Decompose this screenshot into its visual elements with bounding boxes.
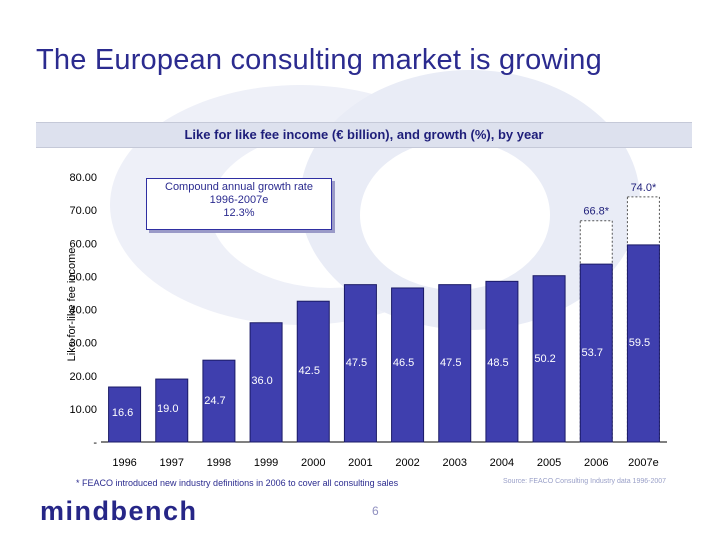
cagr-period: 1996-2007e	[209, 194, 269, 206]
x-tick-label: 1996	[112, 457, 136, 469]
chart-subtitle-bar: Like for like fee income (€ billion), an…	[36, 122, 692, 148]
x-tick-label: 2000	[301, 457, 325, 469]
x-tick-label: 2006	[584, 457, 608, 469]
x-tick-label: 2007e	[628, 457, 659, 469]
bar	[249, 322, 283, 443]
cagr-callout-box: Compound annual growth rate 1996-2007e 1…	[146, 178, 332, 230]
x-tick-label: 2002	[395, 457, 419, 469]
bar-value-label: 47.5	[440, 357, 461, 369]
x-tick-label: 2005	[537, 457, 561, 469]
bar	[485, 280, 519, 443]
bar-value-label: 24.7	[204, 395, 225, 407]
y-tick-label: 30.00	[69, 338, 97, 350]
bar-value-label: 59.5	[629, 337, 650, 349]
page-title: The European consulting market is growin…	[36, 44, 602, 76]
x-tick-label: 2004	[490, 457, 514, 469]
bar-value-label: 36.0	[251, 375, 272, 387]
x-tick-label: 1999	[254, 457, 278, 469]
bar-value-label: 50.2	[534, 353, 555, 365]
y-tick-label: 40.00	[69, 305, 97, 317]
y-tick-label: 10.00	[69, 404, 97, 416]
bar-value-label: 16.6	[112, 407, 133, 419]
bar-value-label: 48.5	[487, 357, 508, 369]
cagr-label: Compound annual growth rate	[165, 181, 313, 193]
page-number: 6	[372, 504, 379, 518]
bar	[438, 284, 472, 443]
y-tick-label: 60.00	[69, 238, 97, 250]
mindbench-logo: mindbench	[40, 496, 198, 526]
x-tick-label: 1997	[160, 457, 184, 469]
y-tick-label: 50.00	[69, 271, 97, 283]
footnote: * FEACO introduced new industry definiti…	[76, 478, 399, 488]
y-tick-label: -	[93, 437, 97, 449]
bar	[626, 244, 660, 443]
bar	[579, 263, 613, 443]
bar	[108, 386, 142, 443]
cagr-value: 12.3%	[223, 207, 255, 219]
bar-value-label: 46.5	[393, 357, 414, 369]
extended-total-label: 66.8*	[583, 206, 609, 218]
y-tick-label: 80.00	[69, 172, 97, 184]
source-note: Source: FEACO Consulting Industry data 1…	[503, 478, 667, 485]
bar	[343, 284, 377, 443]
bar	[532, 275, 566, 443]
x-tick-label: 2001	[348, 457, 372, 469]
bar	[202, 359, 236, 443]
bar-value-label: 42.5	[299, 365, 320, 377]
extended-total-label: 74.0*	[631, 182, 657, 194]
bar-value-label: 19.0	[157, 403, 178, 415]
bar-value-label: 47.5	[346, 357, 367, 369]
bar	[296, 300, 330, 443]
bar	[391, 287, 425, 443]
bar	[155, 378, 189, 443]
bar-value-label: 53.7	[582, 347, 603, 359]
chart-subtitle: Like for like fee income (€ billion), an…	[184, 127, 544, 142]
y-tick-label: 20.00	[69, 371, 97, 383]
y-tick-label: 70.00	[69, 205, 97, 217]
y-axis-label: Like-for-like fee income	[66, 248, 78, 362]
x-tick-label: 2003	[443, 457, 467, 469]
x-tick-label: 1998	[207, 457, 231, 469]
